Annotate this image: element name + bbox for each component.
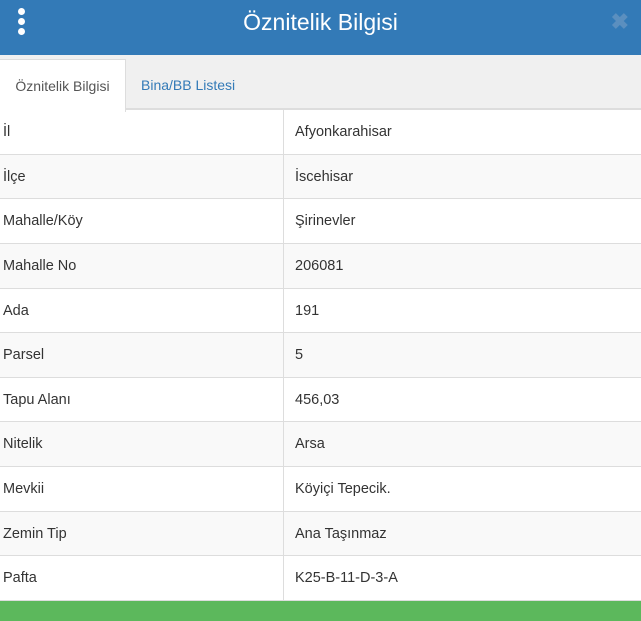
tab-bar: Öznitelik Bilgisi Bina/BB Listesi [0,55,641,112]
attribute-value: K25-B-11-D-3-A [295,570,398,587]
footer-bar [0,601,641,621]
attribute-value: İscehisar [295,168,354,185]
table-row: Parsel 5 [0,333,641,378]
table-row: İlçe İscehisar [0,154,641,200]
attribute-key: Zemin Tip [0,511,284,556]
attribute-value: Afyonkarahisar [295,124,392,140]
table-row: Ada 191 [0,288,641,334]
attribute-value: Köyiçi Tepecik. [295,481,391,498]
attribute-key: Mevkii [0,467,284,511]
attribute-key: Pafta [0,556,284,601]
table-row: Zemin Tip Ana Taşınmaz [0,511,641,557]
attribute-key: Ada [0,288,284,333]
attribute-key: İl [0,110,284,154]
attribute-key: Mahalle No [0,243,284,288]
attribute-value: 206081 [295,257,344,274]
table-row: Mevkii Köyiçi Tepecik. [0,467,641,512]
table-row: Nitelik Arsa [0,422,641,468]
attribute-value: Ana Taşınmaz [295,525,387,542]
attribute-value: 5 [295,347,304,364]
tab-bina-bb-listesi[interactable]: Bina/BB Listesi [141,77,236,93]
attribute-key: Parsel [0,333,284,377]
table-row: Tapu Alanı 456,03 [0,377,641,423]
attribute-table: İl Afyonkarahisar İlçe İscehisar Mahalle/Köy… [0,110,641,602]
attribute-key: Nitelik [0,422,284,467]
vertical-dots-icon[interactable] [14,8,30,36]
dialog-title: Öznitelik Bilgisi [243,9,398,35]
attribute-value: 456,03 [295,391,340,408]
attribute-value: Şirinevler [295,213,356,230]
close-icon[interactable]: ✖ [610,9,629,34]
table-row: İl Afyonkarahisar [0,110,641,155]
attribute-value: 191 [295,302,320,319]
attribute-key: İlçe [0,154,284,199]
table-row: Pafta K25-B-11-D-3-A [0,556,641,602]
tab-oznitelik-bilgisi[interactable]: Öznitelik Bilgisi [0,59,126,112]
attribute-key: Mahalle/Köy [0,199,284,243]
attribute-value: Arsa [295,436,325,453]
table-row: Mahalle/Köy Şirinevler [0,199,641,244]
table-row: Mahalle No 206081 [0,243,641,289]
attribute-key: Tapu Alanı [0,377,284,422]
dialog-header: Öznitelik Bilgisi ✖ [0,0,641,55]
